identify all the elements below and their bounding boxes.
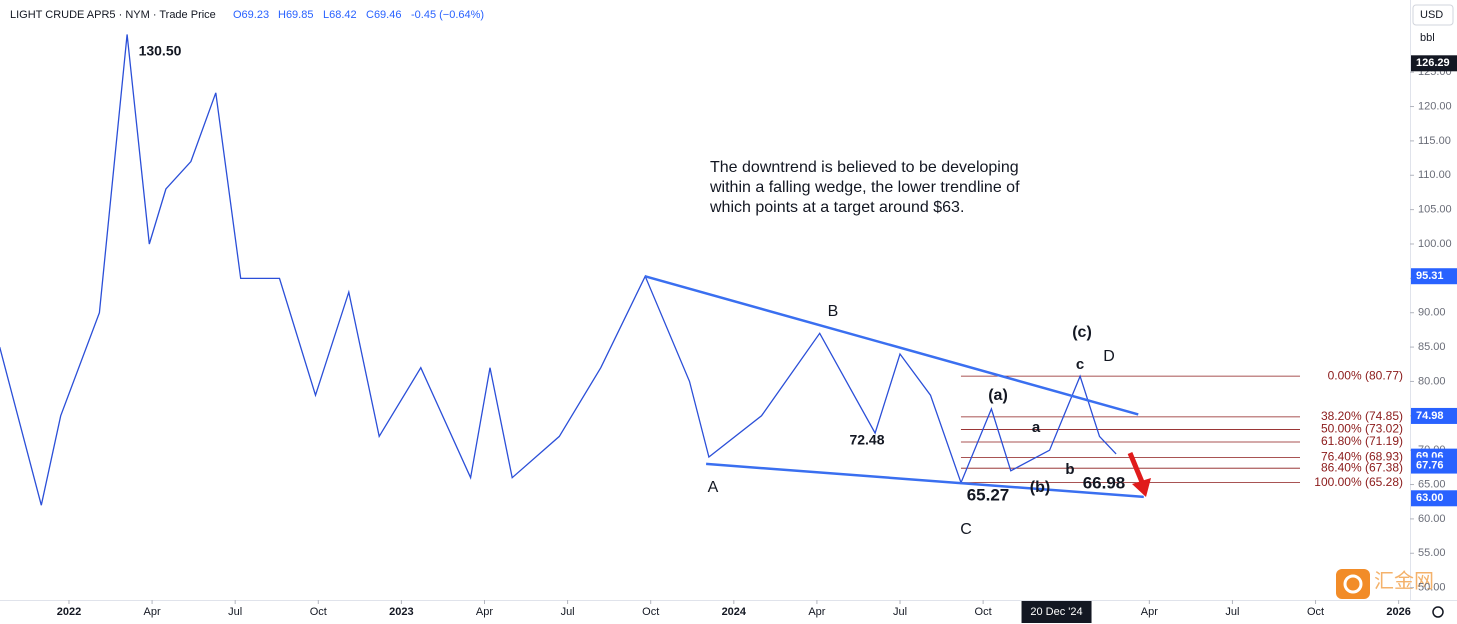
wave-label: a: [1032, 419, 1041, 436]
note-line: which points at a target around $63.: [709, 199, 964, 216]
watermark-icon: [1336, 569, 1370, 599]
x-tick-label: Jul: [893, 606, 907, 618]
wave-label: B: [828, 303, 839, 320]
price-marker-label: 95.31: [1416, 270, 1444, 282]
wave-label: C: [960, 521, 972, 538]
wave-label: 72.48: [849, 432, 884, 448]
fib-label: 61.80% (71.19): [1321, 434, 1403, 448]
crosshair-date-box: [1021, 601, 1092, 623]
price-marker-label: 126.29: [1416, 57, 1450, 69]
wave-label: (b): [1030, 479, 1050, 496]
price-line: [0, 34, 1117, 506]
price-marker: [1411, 457, 1457, 474]
y-tick-label: 90.00: [1418, 307, 1446, 319]
note-line: within a falling wedge, the lower trendl…: [709, 179, 1020, 196]
wave-label: b: [1065, 461, 1074, 478]
x-tick-label: 2022: [57, 606, 81, 618]
x-tick-label: Oct: [310, 606, 327, 618]
x-tick-label: Jul: [561, 606, 575, 618]
x-tick-label: Apr: [1141, 606, 1158, 618]
x-tick-label: Apr: [476, 606, 493, 618]
y-tick-label: 100.00: [1418, 238, 1452, 250]
trendline: [644, 275, 1139, 416]
low: L68.42: [323, 9, 357, 21]
x-tick-label: Jul: [1225, 606, 1239, 618]
currency[interactable]: USD: [1420, 9, 1443, 21]
wave-label: 66.98: [1083, 473, 1126, 492]
symbol: LIGHT CRUDE APR5 · NYM · Trade Price: [10, 9, 216, 21]
y-tick-label: 110.00: [1418, 169, 1451, 181]
wave-label: A: [708, 479, 719, 496]
y-tick-label: 60.00: [1418, 513, 1446, 525]
note: The downtrend is believed to be developi…: [709, 159, 1020, 216]
y-tick-label: 55.00: [1418, 547, 1446, 559]
price-marker-label: 67.76: [1416, 459, 1444, 471]
price-marker-label: 63.00: [1416, 492, 1444, 504]
wave-label: (a): [988, 387, 1008, 404]
price-marker: [1411, 407, 1457, 424]
fib-label: 76.40% (68.93): [1321, 450, 1403, 464]
y-tick-label: 120.00: [1418, 100, 1452, 112]
watermark: 汇金网: [1336, 569, 1434, 599]
note-line: The downtrend is believed to be developi…: [710, 159, 1019, 176]
x-tick-label: Oct: [1307, 606, 1324, 618]
arrow-shaft: [1127, 452, 1145, 483]
watermark-text: 汇金网: [1374, 569, 1434, 592]
x-tick-label: Oct: [975, 606, 992, 618]
fib-label: 100.00% (65.28): [1314, 475, 1403, 489]
y-tick-label: 85.00: [1418, 341, 1446, 353]
fib-label: 38.20% (74.85): [1321, 409, 1403, 423]
close: C69.46: [366, 9, 401, 21]
x-tick-label: 2023: [389, 606, 413, 618]
crosshair-date: 20 Dec '24: [1030, 606, 1082, 618]
y-tick-label: 115.00: [1418, 135, 1451, 147]
x-tick-label: 2026: [1386, 606, 1410, 618]
trendline: [706, 462, 1144, 499]
arrow-head: [1132, 478, 1151, 497]
price-marker-label: 74.98: [1416, 410, 1444, 422]
fib-label: 0.00% (80.77): [1328, 368, 1403, 382]
currency-box[interactable]: [1412, 4, 1454, 26]
x-tick-label: Apr: [808, 606, 825, 618]
wave-label: c: [1076, 356, 1084, 373]
fib-label: 86.40% (67.38): [1321, 460, 1403, 474]
x-tick-label: 2024: [722, 606, 747, 618]
unit: bbl: [1420, 32, 1435, 44]
high: H69.85: [278, 9, 313, 21]
price-marker: [1411, 55, 1457, 72]
change: -0.45 (−0.64%): [411, 9, 484, 21]
y-tick-label: 105.00: [1418, 204, 1452, 216]
open: O69.23: [233, 9, 269, 21]
header: LIGHT CRUDE APR5 · NYM · Trade Price O69…: [10, 9, 484, 21]
y-tick-label: 65.00: [1418, 478, 1446, 490]
wave-label: D: [1103, 348, 1115, 365]
wave-label: 65.27: [967, 485, 1010, 504]
wave-label: 130.50: [139, 43, 182, 59]
price-marker: [1411, 268, 1457, 285]
y-tick-label: 80.00: [1418, 375, 1446, 387]
y-tick-label: 50.00: [1418, 582, 1446, 594]
x-tick-label: Oct: [642, 606, 659, 618]
price-marker: [1411, 490, 1457, 507]
x-tick-label: Jul: [228, 606, 242, 618]
fib-label: 50.00% (73.02): [1321, 422, 1403, 436]
watermark-icon-ring: [1343, 574, 1363, 594]
wave-label: (c): [1072, 324, 1092, 341]
x-tick-label: Apr: [144, 606, 161, 618]
settings-icon[interactable]: [1432, 606, 1444, 618]
